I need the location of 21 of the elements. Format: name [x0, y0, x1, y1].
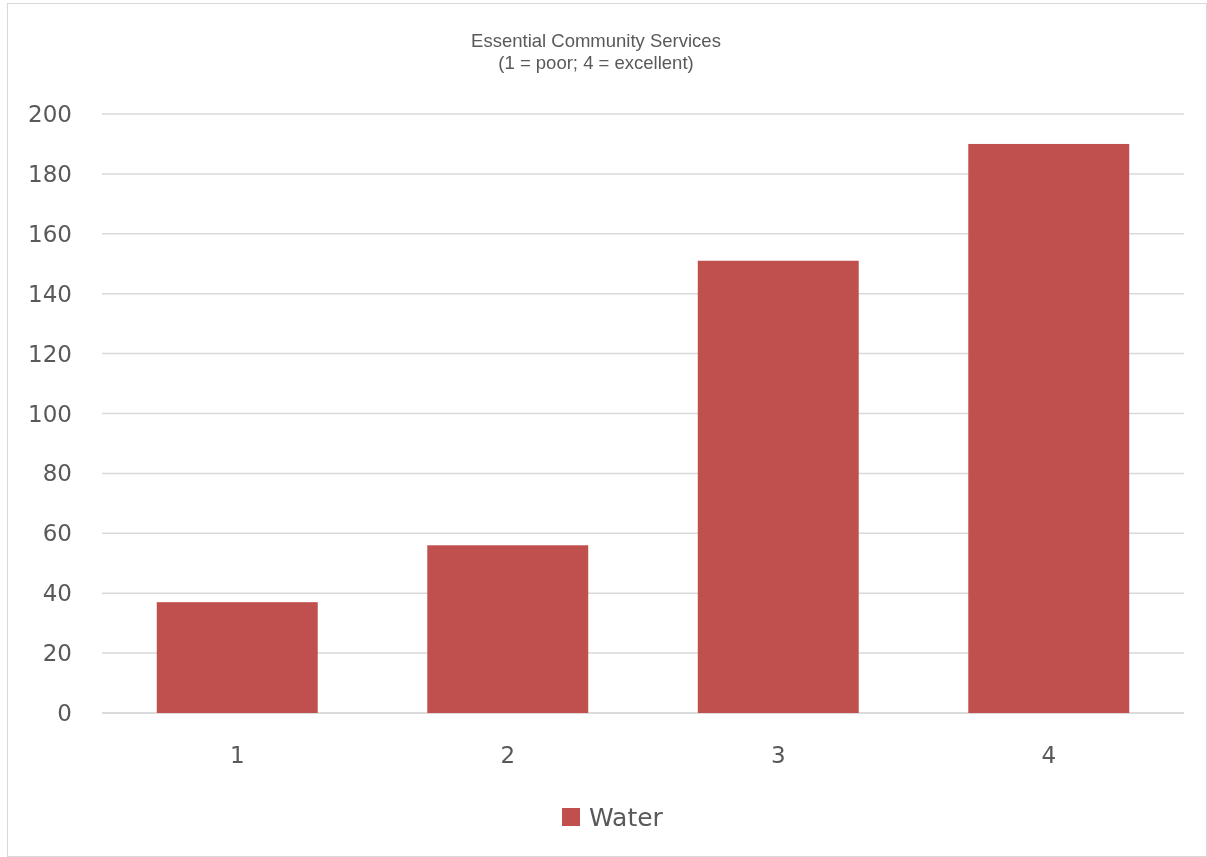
y-tick-label: 160: [28, 220, 72, 247]
y-tick-label: 60: [42, 520, 72, 547]
y-tick-label: 180: [28, 160, 72, 187]
y-tick-label: 200: [28, 101, 72, 128]
bar: [427, 545, 589, 713]
bar: [156, 602, 318, 713]
bar: [968, 143, 1130, 713]
y-tick-label: 80: [42, 460, 72, 487]
y-tick-label: 0: [57, 700, 72, 727]
x-tick-label: 1: [229, 742, 245, 769]
legend-label: Water: [589, 802, 664, 832]
y-tick-label: 120: [28, 340, 72, 367]
y-tick-label: 40: [42, 580, 72, 607]
bar: [697, 260, 859, 713]
x-tick-label: 2: [500, 742, 516, 769]
chart-title: Essential Community Services (1 = poor; 4 = excellent): [471, 30, 721, 73]
x-tick-label: 4: [1041, 742, 1057, 769]
y-tick-label: 140: [28, 280, 72, 307]
y-tick-label: 100: [28, 400, 72, 427]
x-tick-label: 3: [770, 742, 786, 769]
y-tick-label: 20: [42, 640, 72, 667]
